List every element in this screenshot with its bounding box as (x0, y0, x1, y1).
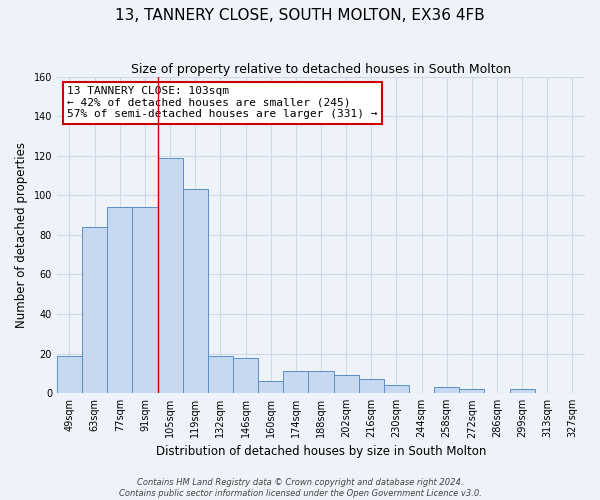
Text: Contains HM Land Registry data © Crown copyright and database right 2024.
Contai: Contains HM Land Registry data © Crown c… (119, 478, 481, 498)
Bar (182, 190, 208, 393)
X-axis label: Distribution of detached houses by size in South Molton: Distribution of detached houses by size … (156, 444, 486, 458)
Bar (57, 356, 82, 393)
Bar (133, 207, 158, 393)
Text: 13 TANNERY CLOSE: 103sqm
← 42% of detached houses are smaller (245)
57% of semi-: 13 TANNERY CLOSE: 103sqm ← 42% of detach… (67, 86, 378, 120)
Bar (434, 388, 459, 393)
Bar (233, 358, 258, 393)
Bar (82, 227, 107, 393)
Bar (283, 372, 308, 393)
Y-axis label: Number of detached properties: Number of detached properties (15, 142, 28, 328)
Bar (208, 356, 233, 393)
Bar (308, 372, 334, 393)
Bar (158, 158, 182, 393)
Bar (459, 389, 484, 393)
Bar (258, 382, 283, 393)
Text: 13, TANNERY CLOSE, SOUTH MOLTON, EX36 4FB: 13, TANNERY CLOSE, SOUTH MOLTON, EX36 4F… (115, 8, 485, 22)
Bar (359, 380, 384, 393)
Bar (334, 376, 359, 393)
Title: Size of property relative to detached houses in South Molton: Size of property relative to detached ho… (131, 62, 511, 76)
Bar (107, 207, 133, 393)
Bar (384, 386, 409, 393)
Bar (509, 389, 535, 393)
